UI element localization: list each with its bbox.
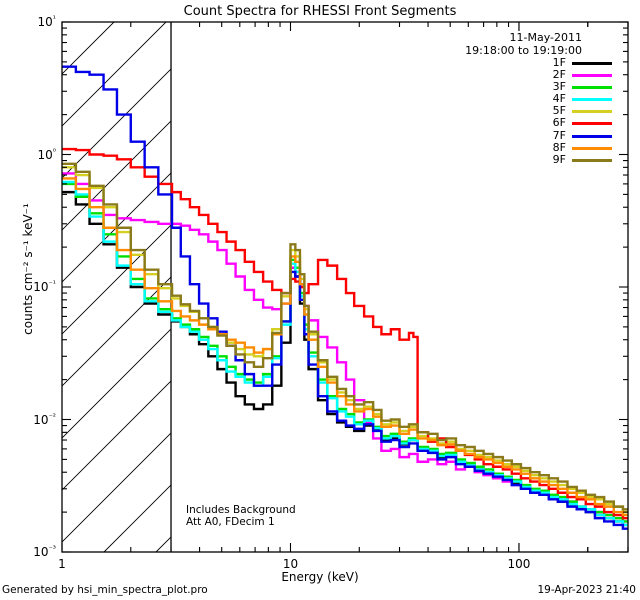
legend-label: 7F bbox=[552, 128, 566, 142]
legend-date-block: 11-May-2011 19:18:00 to 19:19:00 bbox=[465, 31, 582, 57]
series-line-6f bbox=[62, 147, 628, 520]
plot-note-attenuator: Att A0, FDecim 1 bbox=[186, 516, 275, 528]
axis-ticks bbox=[61, 21, 629, 553]
observation-date: 11-May-2011 bbox=[509, 31, 582, 44]
legend-color-swatch bbox=[572, 158, 612, 162]
y-tick-label: 10⁻² bbox=[33, 411, 56, 427]
series-line-7f bbox=[62, 65, 628, 530]
x-tick-label: 10 bbox=[282, 557, 299, 571]
series-line-9f bbox=[62, 162, 628, 511]
x-tick-label: 1 bbox=[58, 557, 66, 571]
legend-item-5f: 5F bbox=[492, 104, 612, 118]
legend-label: 9F bbox=[552, 152, 566, 166]
series-line-2f bbox=[62, 172, 628, 523]
legend-color-swatch bbox=[572, 110, 612, 114]
x-tick-label: 100 bbox=[507, 557, 531, 571]
legend-item-9f: 9F bbox=[492, 152, 612, 166]
legend: 1F 2F 3F 4F 5F 6F 7F 8F 9F bbox=[492, 56, 612, 166]
legend-label: 8F bbox=[552, 140, 566, 154]
data-series-group bbox=[62, 65, 628, 530]
legend-color-swatch bbox=[572, 98, 612, 102]
y-axis-label: counts cm⁻² s⁻¹ keV⁻¹ bbox=[21, 203, 35, 335]
legend-label: 4F bbox=[552, 92, 566, 106]
legend-label: 2F bbox=[552, 68, 566, 82]
footer-timestamp: 19-Apr-2023 21:40 bbox=[537, 584, 636, 596]
observation-time-range: 19:18:00 to 19:19:00 bbox=[465, 44, 582, 57]
legend-label: 5F bbox=[552, 104, 566, 118]
legend-item-7f: 7F bbox=[492, 128, 612, 142]
legend-item-3f: 3F bbox=[492, 80, 612, 94]
legend-item-4f: 4F bbox=[492, 92, 612, 106]
legend-item-8f: 8F bbox=[492, 140, 612, 154]
legend-item-2f: 2F bbox=[492, 68, 612, 82]
legend-color-swatch bbox=[572, 74, 612, 78]
y-tick-label: 10¹ bbox=[37, 14, 57, 29]
legend-item-6f: 6F bbox=[492, 116, 612, 130]
y-tick-label: 10⁻³ bbox=[33, 544, 56, 559]
plot-note-background: Includes Background bbox=[186, 504, 296, 516]
legend-color-swatch bbox=[572, 146, 612, 150]
y-tick-label: 10⁰ bbox=[37, 146, 57, 162]
series-line-8f bbox=[62, 177, 628, 517]
legend-color-swatch bbox=[572, 86, 612, 90]
legend-label: 6F bbox=[552, 116, 566, 130]
page-title: Count Spectra for RHESSI Front Segments bbox=[183, 4, 457, 19]
legend-color-swatch bbox=[572, 62, 612, 65]
footer-generator: Generated by hsi_min_spectra_plot.pro bbox=[2, 584, 208, 596]
legend-label: 3F bbox=[552, 80, 566, 94]
legend-label: 1F bbox=[552, 56, 566, 69]
legend-color-swatch bbox=[572, 122, 612, 126]
x-axis-label: Energy (keV) bbox=[281, 570, 359, 584]
y-tick-label: 10⁻¹ bbox=[33, 279, 56, 294]
legend-color-swatch bbox=[572, 134, 612, 138]
series-line-4f bbox=[62, 180, 628, 527]
legend-item-1f: 1F bbox=[492, 56, 612, 69]
series-line-5f bbox=[62, 166, 628, 514]
